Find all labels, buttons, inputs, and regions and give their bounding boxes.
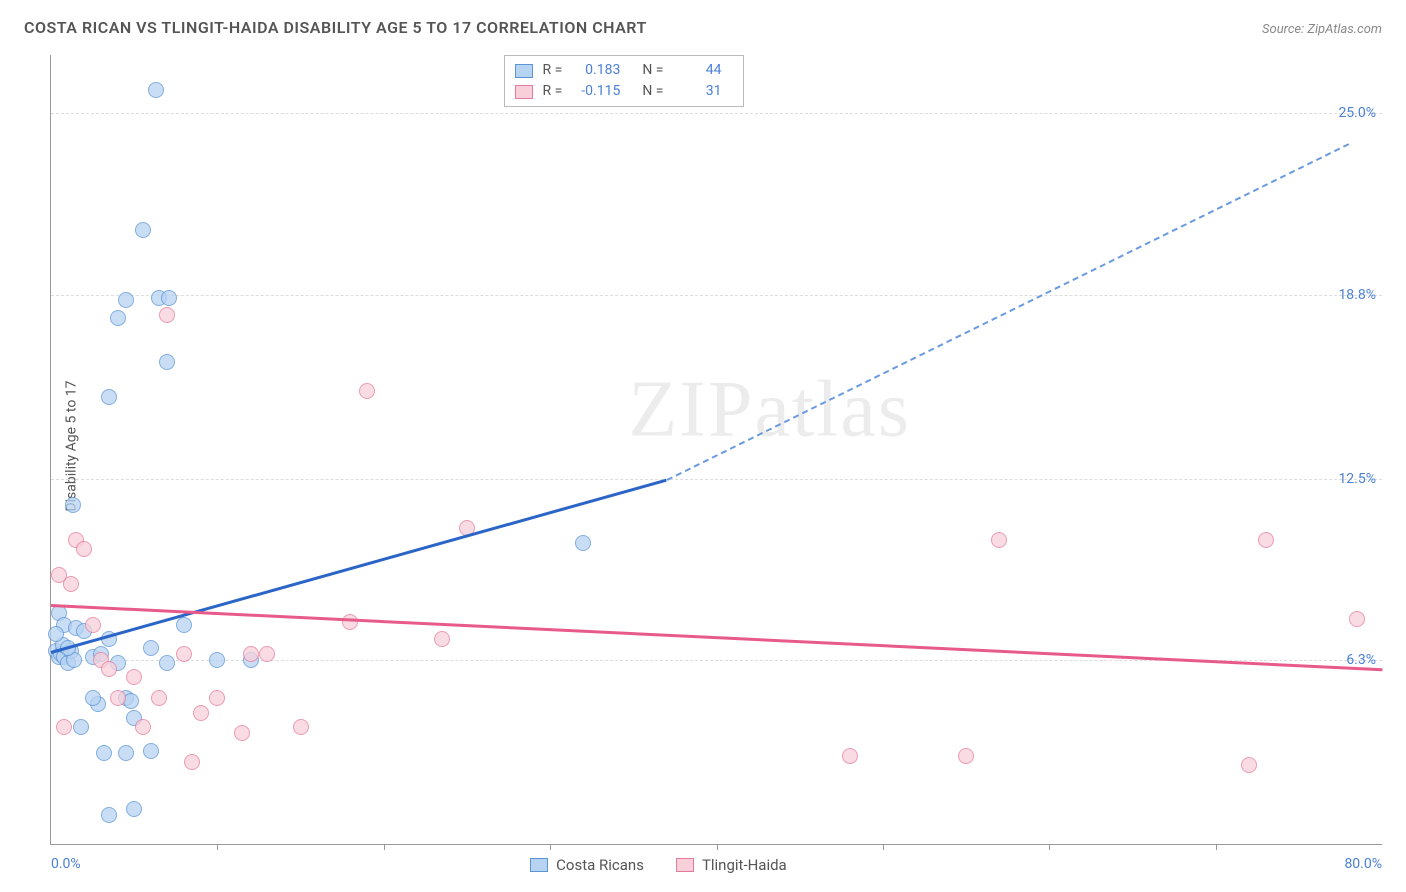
data-point — [1241, 757, 1257, 773]
data-point — [65, 497, 81, 513]
data-point — [118, 745, 134, 761]
swatch-icon — [515, 64, 533, 78]
chart-title: COSTA RICAN VS TLINGIT-HAIDA DISABILITY … — [24, 18, 647, 37]
correlation-legend: R = 0.183 N = 44 R = -0.115 N = 31 — [504, 55, 745, 107]
legend-item-costa-ricans: Costa Ricans — [530, 856, 644, 874]
data-point — [176, 617, 192, 633]
gridline — [51, 479, 1382, 480]
legend-label: Tlingit-Haida — [702, 856, 787, 874]
r-value: -0.115 — [572, 81, 620, 102]
r-value: 0.183 — [572, 60, 620, 81]
series-legend: Costa Ricans Tlingit-Haida — [530, 856, 787, 874]
regression-line-costa-ricans-extrapolated — [666, 143, 1349, 481]
data-point — [101, 389, 117, 405]
data-point — [135, 222, 151, 238]
data-point — [48, 626, 64, 642]
data-point — [110, 690, 126, 706]
data-point — [842, 748, 858, 764]
data-point — [193, 705, 209, 721]
data-point — [184, 754, 200, 770]
data-point — [1349, 611, 1365, 627]
data-point — [148, 82, 164, 98]
swatch-icon — [515, 85, 533, 99]
data-point — [958, 748, 974, 764]
data-point — [161, 290, 177, 306]
n-label: N = — [642, 81, 663, 102]
n-value: 31 — [673, 81, 721, 102]
data-point — [151, 690, 167, 706]
y-tick-label: 6.3% — [1346, 652, 1376, 668]
data-point — [76, 541, 92, 557]
data-point — [259, 646, 275, 662]
data-point — [101, 807, 117, 823]
data-point — [126, 801, 142, 817]
data-point — [159, 307, 175, 323]
legend-label: Costa Ricans — [556, 856, 644, 874]
data-point — [209, 652, 225, 668]
x-tick — [717, 844, 718, 850]
swatch-icon — [530, 858, 548, 872]
data-point — [73, 719, 89, 735]
data-point — [1258, 532, 1274, 548]
data-point — [56, 719, 72, 735]
n-label: N = — [642, 60, 663, 81]
gridline — [51, 295, 1382, 296]
data-point — [209, 690, 225, 706]
swatch-icon — [676, 858, 694, 872]
data-point — [293, 719, 309, 735]
y-tick-label: 18.8% — [1338, 287, 1376, 303]
source-attribution: Source: ZipAtlas.com — [1262, 22, 1382, 37]
data-point — [159, 354, 175, 370]
data-point — [110, 310, 126, 326]
data-point — [85, 617, 101, 633]
data-point — [342, 614, 358, 630]
x-tick — [1049, 844, 1050, 850]
data-point — [176, 646, 192, 662]
y-tick-label: 12.5% — [1338, 471, 1376, 487]
data-point — [85, 690, 101, 706]
data-point — [159, 655, 175, 671]
legend-item-tlingit-haida: Tlingit-Haida — [676, 856, 787, 874]
x-tick — [883, 844, 884, 850]
x-axis-max-label: 80.0% — [1344, 856, 1382, 872]
data-point — [63, 576, 79, 592]
data-point — [991, 532, 1007, 548]
data-point — [575, 535, 591, 551]
x-tick — [550, 844, 551, 850]
n-value: 44 — [673, 60, 721, 81]
x-tick — [1216, 844, 1217, 850]
r-label: R = — [543, 81, 563, 102]
gridline — [51, 113, 1382, 114]
x-tick — [217, 844, 218, 850]
data-point — [101, 661, 117, 677]
y-tick-label: 25.0% — [1338, 105, 1376, 121]
data-point — [126, 669, 142, 685]
x-axis-min-label: 0.0% — [51, 856, 81, 872]
data-point — [143, 640, 159, 656]
data-point — [118, 292, 134, 308]
regression-line-costa-ricans — [51, 479, 667, 654]
data-point — [359, 383, 375, 399]
data-point — [434, 631, 450, 647]
x-tick — [384, 844, 385, 850]
data-point — [243, 646, 259, 662]
data-point — [135, 719, 151, 735]
legend-row-costa-ricans: R = 0.183 N = 44 — [515, 60, 734, 81]
r-label: R = — [543, 60, 563, 81]
legend-row-tlingit-haida: R = -0.115 N = 31 — [515, 81, 734, 102]
data-point — [143, 743, 159, 759]
plot-area: ZIPatlas R = 0.183 N = 44 R = -0.115 N =… — [50, 55, 1382, 845]
data-point — [96, 745, 112, 761]
data-point — [234, 725, 250, 741]
